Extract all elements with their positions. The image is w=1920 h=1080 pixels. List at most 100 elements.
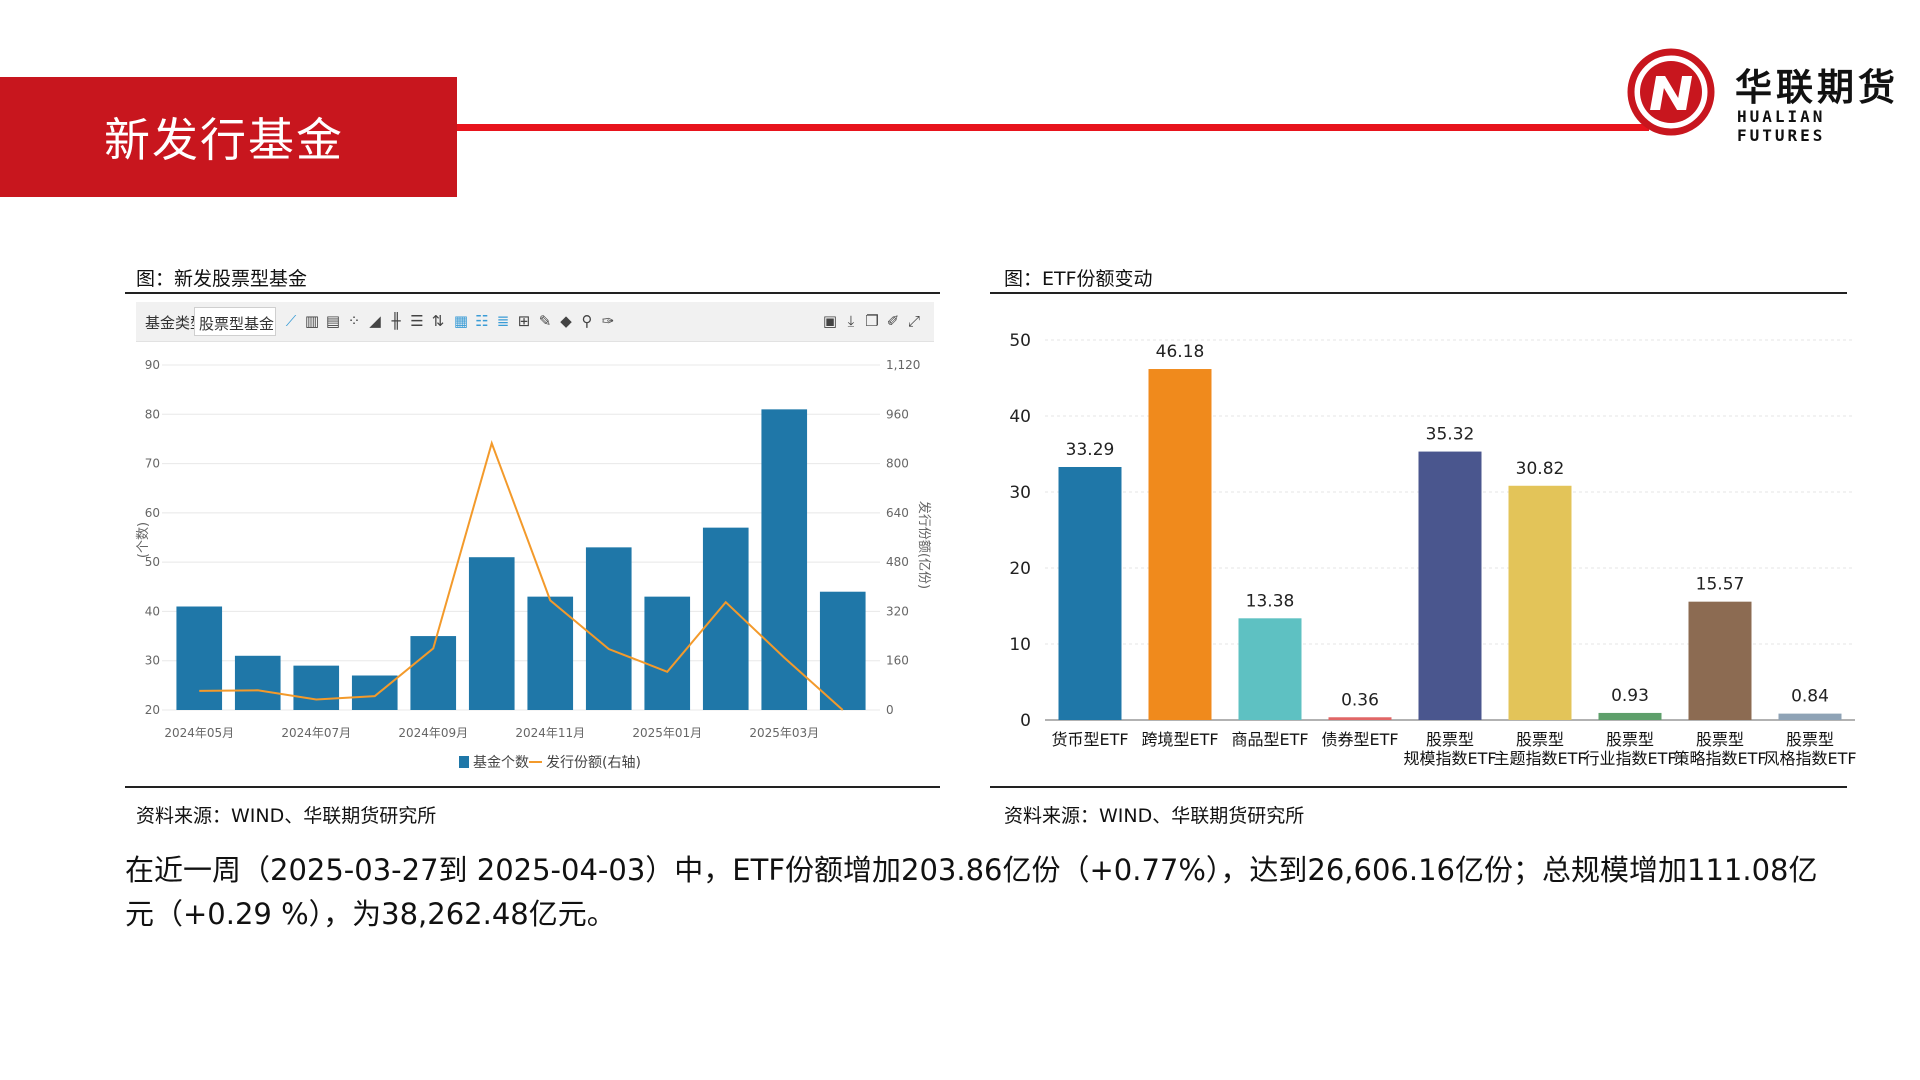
tools-icon[interactable]: ✑ bbox=[601, 312, 615, 330]
table-icon[interactable]: ☷ bbox=[475, 312, 489, 330]
x-category-label: 策略指数ETF bbox=[1673, 749, 1766, 768]
summary-paragraph: 在近一周（2025-03-27到 2025-04-03）中，ETF份额增加203… bbox=[125, 853, 1818, 931]
x-tick-label: 2025年01月 bbox=[632, 726, 702, 740]
legend-line-label: 发行份额(右轴) bbox=[546, 755, 641, 771]
right-y-tick-label: 640 bbox=[886, 506, 909, 520]
title-banner bbox=[0, 77, 457, 197]
fund-count-bar bbox=[702, 527, 749, 710]
x-category-label: 规模指数ETF bbox=[1403, 749, 1496, 768]
y-tick-label: 50 bbox=[1009, 331, 1031, 351]
left-y-tick-label: 60 bbox=[145, 506, 160, 520]
scatter-icon[interactable]: ⁘ bbox=[347, 312, 361, 330]
logo-chinese-name: 华联期货 bbox=[1735, 66, 1899, 109]
etf-share-bar bbox=[1508, 485, 1572, 720]
bar-data-label: 13.38 bbox=[1246, 591, 1295, 611]
fund-count-bar bbox=[819, 591, 866, 710]
x-category-label: 股票型 bbox=[1426, 730, 1474, 749]
fund-count-bar bbox=[351, 675, 398, 710]
page-title: 新发行基金 bbox=[104, 113, 344, 167]
left-y-axis-title: (个数) bbox=[136, 522, 151, 558]
area-icon[interactable]: ◢ bbox=[369, 312, 381, 330]
bar-data-label: 35.32 bbox=[1426, 425, 1475, 445]
left-source: 资料来源：WIND、华联期货研究所 bbox=[136, 805, 437, 827]
x-category-label: 股票型 bbox=[1606, 730, 1654, 749]
x-category-label: 股票型 bbox=[1696, 730, 1744, 749]
y-tick-label: 20 bbox=[1009, 559, 1031, 579]
left-y-tick-label: 20 bbox=[145, 703, 160, 717]
logo-english-name: HUALIAN FUTURES bbox=[1737, 107, 1826, 145]
fund-type-select-value: 股票型基金 bbox=[199, 315, 275, 333]
copy-icon[interactable]: ❐ bbox=[865, 312, 879, 330]
legend-bar-label: 基金个数 bbox=[473, 754, 529, 771]
right-y-axis-title: 发行份额(亿份) bbox=[916, 501, 932, 589]
zoom-icon[interactable]: ⚲ bbox=[581, 312, 593, 330]
bar-data-label: 0.93 bbox=[1611, 686, 1649, 706]
fund-count-bar bbox=[468, 557, 515, 710]
right-source: 资料来源：WIND、华联期货研究所 bbox=[1004, 805, 1305, 827]
bar-data-label: 15.57 bbox=[1696, 575, 1745, 595]
candlestick-icon[interactable]: ╫ bbox=[391, 312, 401, 330]
x-category-label: 股票型 bbox=[1516, 730, 1564, 749]
stacked-bar-icon[interactable]: ▤ bbox=[325, 312, 341, 330]
right-y-tick-label: 320 bbox=[886, 604, 909, 618]
bar-data-label: 46.18 bbox=[1156, 342, 1205, 362]
bar-data-label: 0.36 bbox=[1341, 690, 1379, 710]
x-tick-label: 2025年03月 bbox=[749, 726, 819, 740]
sort-icon[interactable]: ⇅ bbox=[431, 312, 445, 330]
x-category-label: 股票型 bbox=[1786, 730, 1834, 749]
left-y-tick-label: 80 bbox=[145, 407, 160, 421]
fund-count-bar bbox=[585, 547, 632, 710]
x-category-label: 货币型ETF bbox=[1051, 730, 1128, 749]
right-y-tick-label: 800 bbox=[886, 457, 909, 471]
column-icon[interactable]: ▦ bbox=[453, 312, 469, 330]
hbar-icon[interactable]: ☰ bbox=[410, 312, 424, 330]
right-y-tick-label: 960 bbox=[886, 407, 909, 421]
x-category-label: 商品型ETF bbox=[1231, 730, 1308, 749]
fill-icon[interactable]: ◆ bbox=[560, 312, 572, 330]
etf-share-bar bbox=[1058, 466, 1122, 720]
left-chart-caption: 图：新发股票型基金 bbox=[136, 268, 308, 290]
fund-count-bar bbox=[761, 409, 808, 710]
bar-data-label: 33.29 bbox=[1066, 440, 1115, 460]
x-category-label: 行业指数ETF bbox=[1583, 749, 1676, 768]
fund-count-bar bbox=[234, 655, 281, 710]
download-icon[interactable]: ⤓ bbox=[847, 312, 855, 330]
bar-chart-icon[interactable]: ▥ bbox=[304, 312, 320, 330]
left-y-tick-label: 50 bbox=[145, 555, 160, 569]
fund-count-bar bbox=[527, 596, 574, 710]
x-category-label: 跨境型ETF bbox=[1141, 730, 1218, 749]
y-tick-label: 30 bbox=[1009, 483, 1031, 503]
export-excel-icon[interactable]: ▣ bbox=[822, 312, 838, 330]
etf-share-bar bbox=[1418, 451, 1482, 720]
left-y-tick-label: 30 bbox=[145, 654, 160, 668]
hualian-logo-icon bbox=[1627, 48, 1715, 136]
etf-share-bar bbox=[1688, 601, 1752, 720]
etf-share-change-chart: 0 10 20 30 40 50 33.29 46.18 13.38 0.36 35.32 30.8… bbox=[1009, 331, 1856, 768]
etf-share-bar bbox=[1238, 618, 1302, 720]
left-caption-rule bbox=[125, 292, 940, 294]
left-y-tick-label: 70 bbox=[145, 457, 160, 471]
right-y-tick-label: 480 bbox=[886, 555, 909, 569]
fund-type-select[interactable]: 股票型基金 ⌄ bbox=[194, 307, 276, 336]
line-chart-icon[interactable]: ⟋ bbox=[285, 312, 297, 330]
edit-icon[interactable]: ✎ bbox=[538, 312, 552, 330]
chart-toolbar: 基金类型 股票型基金 ⌄ ⟋ ▥ ▤ ⁘ ◢ ╫ ☰ ⇅ ▦ ☷ ≣ ⊞ ✎ ◆… bbox=[136, 302, 934, 342]
x-tick-label: 2024年07月 bbox=[281, 726, 351, 740]
y-tick-label: 0 bbox=[1020, 711, 1031, 731]
bar-data-label: 30.82 bbox=[1516, 459, 1565, 479]
right-source-rule bbox=[990, 786, 1847, 788]
x-tick-label: 2024年11月 bbox=[515, 726, 585, 740]
fullscreen-icon[interactable]: ⤢ bbox=[907, 312, 920, 330]
y-tick-label: 10 bbox=[1009, 635, 1031, 655]
fund-type-label: 基金类型 bbox=[145, 314, 206, 332]
settings-icon[interactable]: ✐ bbox=[886, 312, 900, 330]
grid-icon[interactable]: ⊞ bbox=[517, 312, 531, 330]
etf-share-bar bbox=[1148, 369, 1212, 720]
right-chart-caption: 图：ETF份额变动 bbox=[1004, 268, 1153, 290]
title-rule bbox=[457, 124, 1649, 131]
x-tick-label: 2024年09月 bbox=[398, 726, 468, 740]
left-chart-legend: 基金个数 发行份额(右轴) bbox=[459, 754, 641, 771]
list-icon[interactable]: ≣ bbox=[496, 312, 510, 330]
left-y-tick-label: 40 bbox=[145, 604, 160, 618]
y-tick-label: 40 bbox=[1009, 407, 1031, 427]
